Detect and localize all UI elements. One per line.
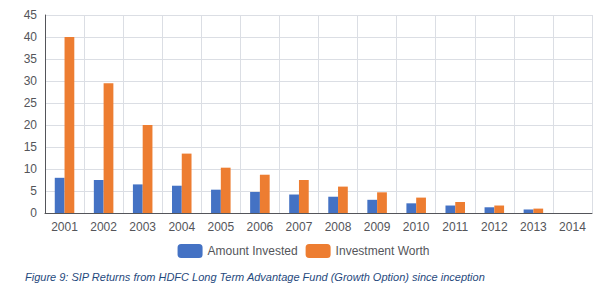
svg-text:10: 10 <box>24 162 38 176</box>
svg-text:45: 45 <box>24 8 38 22</box>
svg-text:2004: 2004 <box>168 220 195 234</box>
svg-text:2007: 2007 <box>286 220 313 234</box>
svg-text:2013: 2013 <box>520 220 547 234</box>
svg-text:2005: 2005 <box>207 220 234 234</box>
svg-text:2010: 2010 <box>403 220 430 234</box>
svg-text:2001: 2001 <box>51 220 78 234</box>
svg-text:40: 40 <box>24 30 38 44</box>
svg-text:20: 20 <box>24 118 38 132</box>
svg-text:2006: 2006 <box>247 220 274 234</box>
svg-text:2002: 2002 <box>90 220 117 234</box>
svg-text:2011: 2011 <box>442 220 468 234</box>
svg-text:Amount Invested: Amount Invested <box>208 244 298 258</box>
svg-text:2012: 2012 <box>481 220 508 234</box>
svg-text:2003: 2003 <box>129 220 156 234</box>
svg-text:Investment Worth: Investment Worth <box>336 244 430 258</box>
svg-text:5: 5 <box>30 184 37 198</box>
svg-text:30: 30 <box>24 74 38 88</box>
svg-text:2008: 2008 <box>325 220 352 234</box>
svg-text:0: 0 <box>30 206 37 220</box>
svg-text:2009: 2009 <box>364 220 391 234</box>
svg-text:15: 15 <box>24 140 38 154</box>
svg-text:35: 35 <box>24 52 38 66</box>
svg-text:Figure 9: SIP Returns from HDF: Figure 9: SIP Returns from HDFC Long Ter… <box>25 271 485 283</box>
svg-text:2014: 2014 <box>559 220 586 234</box>
svg-text:25: 25 <box>24 96 38 110</box>
